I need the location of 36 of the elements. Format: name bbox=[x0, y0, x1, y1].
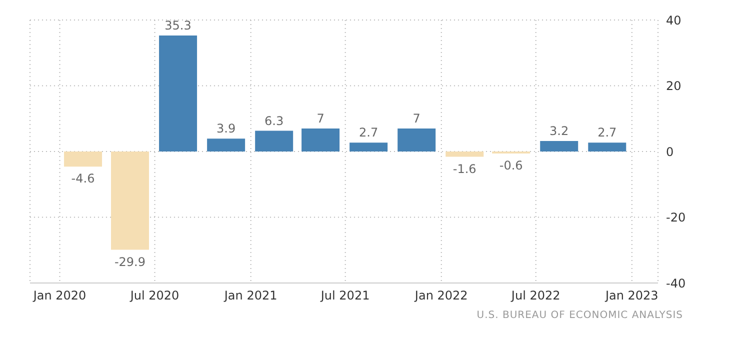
data-label: 7 bbox=[412, 111, 420, 126]
bar bbox=[398, 128, 436, 152]
data-label: 7 bbox=[316, 111, 324, 126]
bar bbox=[446, 152, 484, 157]
bar bbox=[111, 152, 149, 250]
data-label: -4.6 bbox=[71, 172, 95, 186]
y-tick-label: 20 bbox=[666, 79, 682, 94]
x-tick-label: Jul 2020 bbox=[129, 288, 180, 303]
bar bbox=[302, 128, 340, 152]
data-label: 35.3 bbox=[164, 18, 192, 32]
y-tick-label: 40 bbox=[666, 13, 682, 28]
data-label: 2.7 bbox=[598, 126, 617, 140]
x-tick-label: Jan 2020 bbox=[32, 288, 86, 303]
bar bbox=[540, 140, 578, 152]
data-label: -1.6 bbox=[452, 162, 476, 176]
y-tick-label: -20 bbox=[666, 210, 686, 225]
bar bbox=[64, 152, 102, 167]
x-tick-label: Jul 2021 bbox=[320, 288, 370, 303]
x-tick-label: Jul 2022 bbox=[510, 288, 560, 303]
y-tick-label: -40 bbox=[666, 276, 686, 290]
x-tick-label: Jan 2022 bbox=[414, 288, 468, 303]
x-tick-label: Jan 2021 bbox=[223, 288, 278, 303]
bar bbox=[588, 142, 626, 152]
bar bbox=[350, 142, 388, 152]
data-label: 3.9 bbox=[216, 122, 236, 136]
bar bbox=[207, 138, 246, 152]
text: U.S. BUREAU OF ECONOMIC ANALYSIS bbox=[476, 310, 683, 321]
data-label: -0.6 bbox=[499, 158, 523, 172]
bar bbox=[255, 130, 294, 152]
data-label: -29.9 bbox=[114, 254, 146, 269]
x-tick-label: Jan 2023 bbox=[604, 288, 658, 303]
bar bbox=[159, 35, 198, 152]
data-label: 3.2 bbox=[550, 124, 569, 138]
y-tick-label: 0 bbox=[666, 144, 674, 159]
data-label: 2.7 bbox=[359, 126, 378, 140]
data-label: 6.3 bbox=[264, 114, 284, 128]
